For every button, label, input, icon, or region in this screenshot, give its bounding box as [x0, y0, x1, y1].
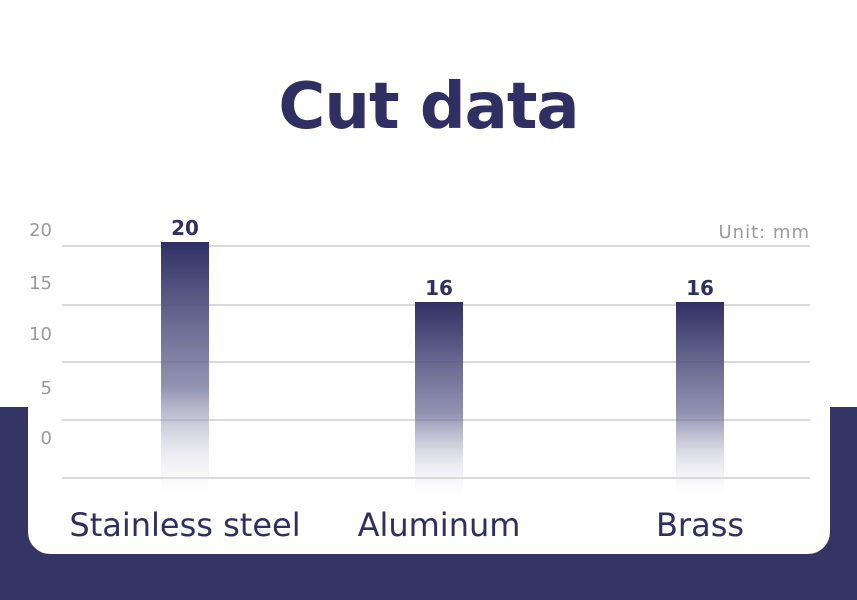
y-tick-label: 10 — [29, 324, 52, 345]
data-label: 16 — [686, 276, 714, 300]
y-tick-label: 5 — [41, 378, 52, 399]
category-label: Brass — [656, 506, 744, 544]
y-tick-label: 15 — [29, 273, 52, 294]
bar — [676, 302, 724, 505]
category-label: Aluminum — [358, 506, 521, 544]
chart-title: Cut data — [278, 70, 579, 144]
category-label: Stainless steel — [69, 506, 300, 544]
bar — [415, 302, 463, 505]
y-tick-label: 0 — [41, 428, 52, 449]
unit-label: Unit: mm — [719, 222, 811, 243]
data-label: 20 — [171, 216, 199, 240]
data-label: 16 — [425, 276, 453, 300]
y-tick-label: 20 — [29, 220, 52, 241]
bar — [161, 242, 209, 505]
